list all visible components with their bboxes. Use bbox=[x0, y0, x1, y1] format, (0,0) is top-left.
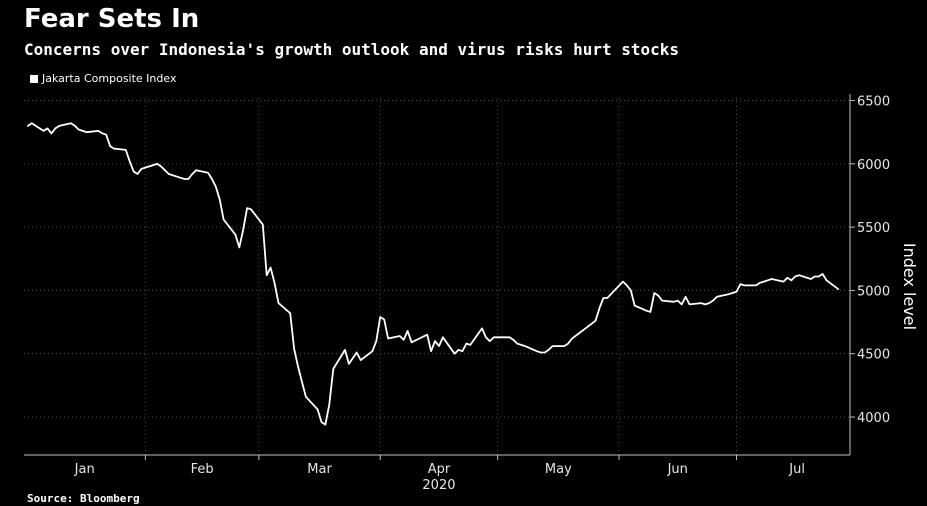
legend-swatch bbox=[30, 75, 38, 83]
y-axis-title: Index level bbox=[900, 243, 919, 330]
y-tick-label: 4500 bbox=[857, 348, 890, 363]
y-tick-label: 4000 bbox=[857, 411, 890, 426]
series bbox=[26, 122, 840, 426]
x-tick-label: May bbox=[545, 462, 572, 477]
y-tick-label: 5000 bbox=[857, 284, 890, 299]
legend-label: Jakarta Composite Index bbox=[42, 72, 177, 85]
x-tick-label: Apr bbox=[428, 462, 451, 477]
series-line-jakarta-composite-index bbox=[26, 122, 840, 426]
tick-labels: 4000 4500 5000 5500 6000 6500 Jan Feb Mar Apr May J… bbox=[74, 95, 919, 493]
x-tick-label: Mar bbox=[307, 462, 332, 477]
x-tick-label: Jan bbox=[74, 462, 95, 477]
y-tick-label: 6500 bbox=[857, 95, 890, 110]
axes bbox=[24, 94, 855, 460]
chart-title: Fear Sets In bbox=[24, 4, 200, 34]
x-tick-label: Jun bbox=[667, 462, 688, 477]
chart-subtitle: Concerns over Indonesia's growth outlook… bbox=[24, 40, 680, 59]
source-note: Source: Bloomberg bbox=[27, 492, 140, 505]
x-tick-label: Feb bbox=[191, 462, 214, 477]
y-tick-label: 6000 bbox=[857, 158, 890, 173]
grid bbox=[24, 98, 850, 455]
legend: Jakarta Composite Index bbox=[30, 72, 176, 86]
x-year-label: 2020 bbox=[422, 478, 455, 493]
y-tick-label: 5500 bbox=[857, 221, 890, 236]
x-tick-label: Jul bbox=[788, 462, 805, 477]
